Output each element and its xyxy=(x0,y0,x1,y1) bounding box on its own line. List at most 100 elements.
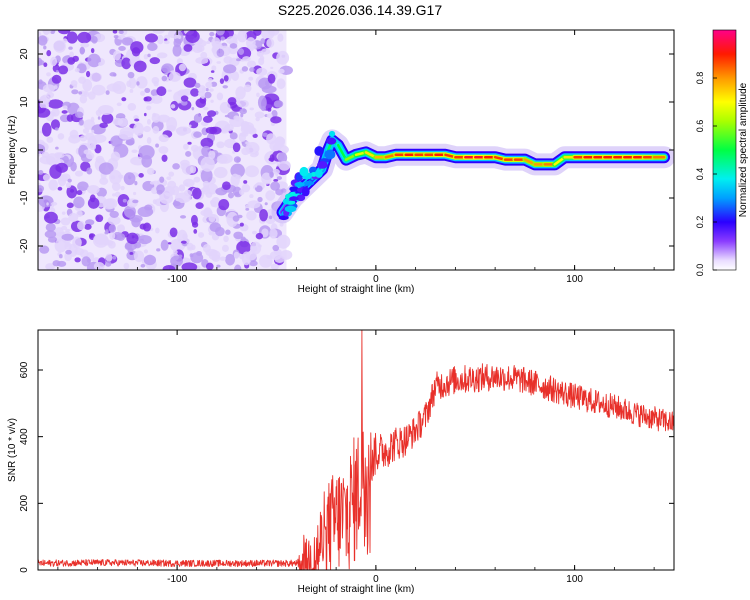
noise-blob xyxy=(51,112,56,117)
noise-blob xyxy=(114,191,121,198)
snr-axes: -100 0 100 0 200 400 600 xyxy=(19,330,674,585)
noise-blob xyxy=(255,232,264,240)
noise-blob xyxy=(112,117,124,126)
noise-blob xyxy=(122,198,127,203)
noise-blob xyxy=(208,150,216,160)
noise-blob xyxy=(149,57,161,65)
noise-blob xyxy=(189,253,194,258)
noise-blob xyxy=(131,217,141,228)
noise-blob xyxy=(272,244,280,252)
noise-blob xyxy=(38,185,45,193)
noise-blob xyxy=(268,215,273,220)
noise-blob xyxy=(261,172,272,185)
noise-blob xyxy=(138,145,155,160)
noise-blob xyxy=(222,244,229,252)
noise-blob xyxy=(82,128,90,134)
noise-blob xyxy=(151,113,161,123)
noise-blob xyxy=(55,69,59,73)
noise-blob xyxy=(133,60,147,73)
noise-blob xyxy=(275,172,279,177)
noise-blob xyxy=(76,210,83,218)
noise-blob xyxy=(252,133,258,138)
noise-blob xyxy=(143,112,147,117)
noise-blob xyxy=(58,254,63,259)
noise-blob xyxy=(43,62,48,68)
noise-blob xyxy=(173,38,182,48)
noise-blob xyxy=(140,263,146,268)
noise-blob xyxy=(74,257,81,263)
noise-blob xyxy=(38,170,44,176)
noise-blob xyxy=(156,52,168,59)
ridge-blob xyxy=(278,215,289,221)
noise-blob xyxy=(112,50,121,61)
noise-blob xyxy=(79,135,88,142)
noise-blob xyxy=(67,178,72,183)
noise-blob xyxy=(180,100,188,106)
noise-blob xyxy=(58,65,69,75)
noise-blob xyxy=(219,78,225,84)
noise-blob xyxy=(89,72,102,82)
noise-blob xyxy=(108,241,113,246)
spectrogram-marks xyxy=(38,30,674,270)
noise-blob xyxy=(251,230,257,235)
noise-blob xyxy=(188,124,192,128)
noise-blob xyxy=(205,81,213,89)
noise-blob xyxy=(240,124,255,134)
noise-blob xyxy=(121,97,127,102)
noise-blob xyxy=(220,36,225,41)
noise-blob xyxy=(270,66,274,70)
noise-blob xyxy=(248,260,258,267)
noise-blob xyxy=(146,167,155,175)
noise-blob xyxy=(137,234,152,245)
noise-blob xyxy=(95,155,105,164)
noise-blob xyxy=(195,202,204,209)
y-tick-label: 200 xyxy=(19,495,30,512)
noise-blob xyxy=(101,112,114,124)
noise-blob xyxy=(45,222,56,232)
noise-blob xyxy=(178,63,187,72)
ridge-blob xyxy=(284,205,297,213)
noise-blob xyxy=(105,253,113,262)
ridge-blob xyxy=(294,182,305,188)
spectrogram-x-axis-label: Height of straight line (km) xyxy=(298,284,415,295)
ridge-blob xyxy=(299,166,309,177)
noise-blob xyxy=(184,189,192,197)
noise-blob xyxy=(61,110,68,114)
noise-blob xyxy=(170,255,183,267)
noise-blob xyxy=(202,180,210,188)
noise-blob xyxy=(91,134,107,143)
noise-blob xyxy=(276,162,280,167)
noise-blob xyxy=(219,101,231,114)
noise-blob xyxy=(271,109,278,118)
noise-blob xyxy=(134,241,142,249)
noise-blob xyxy=(162,265,176,270)
noise-blob xyxy=(205,88,209,92)
noise-blob xyxy=(183,77,197,88)
noise-blob xyxy=(264,202,268,206)
noise-blob xyxy=(98,62,103,66)
noise-blob xyxy=(175,126,192,135)
noise-blob xyxy=(109,72,117,77)
noise-blob xyxy=(273,100,284,108)
noise-blob xyxy=(150,95,163,104)
noise-blob xyxy=(38,35,48,46)
noise-blob xyxy=(237,99,249,108)
noise-blob xyxy=(116,224,125,233)
noise-blob xyxy=(277,152,288,164)
noise-blob xyxy=(235,174,242,180)
ridge-blob xyxy=(289,186,299,192)
noise-blob xyxy=(136,81,140,86)
noise-blob xyxy=(85,219,95,226)
noise-blob xyxy=(216,264,221,268)
noise-blob xyxy=(216,61,221,64)
noise-blob xyxy=(73,84,78,88)
noise-blob xyxy=(144,33,158,43)
noise-blob xyxy=(109,169,122,185)
noise-blob xyxy=(38,57,43,67)
noise-blob xyxy=(112,30,118,34)
noise-blob xyxy=(210,196,221,208)
noise-blob xyxy=(77,181,89,192)
noise-blob xyxy=(76,190,83,196)
noise-blob xyxy=(51,74,62,84)
noise-blob xyxy=(249,46,254,52)
